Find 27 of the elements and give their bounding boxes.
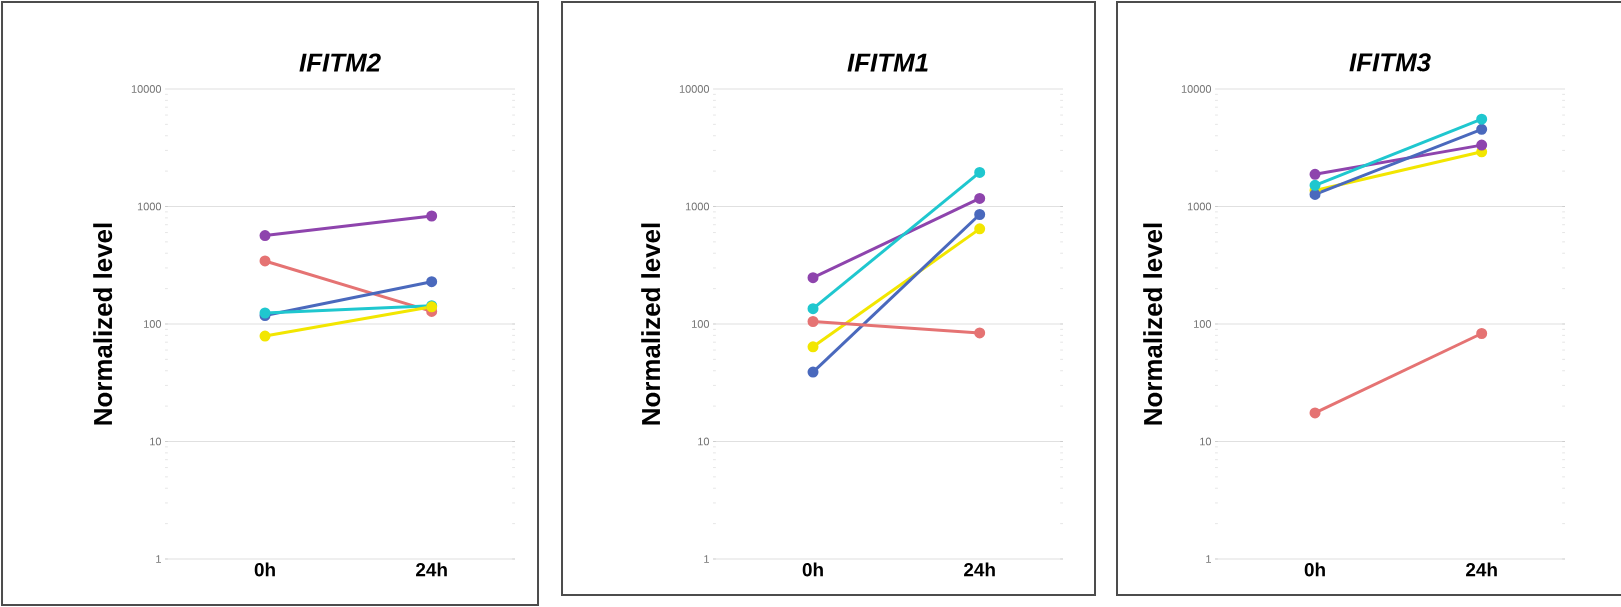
y-axis-title: Normalized level xyxy=(1143,223,1163,425)
y-tick-label: 1000 xyxy=(1187,202,1212,211)
chart-title: IFITM1 xyxy=(847,53,928,72)
y-tick-label: 10 xyxy=(1200,437,1212,446)
x-tick-label: 24h xyxy=(1466,562,1497,577)
y-tick-label: 100 xyxy=(692,320,710,328)
y-tick-label: 1000 xyxy=(137,202,162,211)
y-tick-label: 1 xyxy=(156,555,161,563)
y-tick-label: 100 xyxy=(144,320,162,328)
chart-title: IFITM2 xyxy=(299,53,381,72)
y-tick-label: 10000 xyxy=(1181,85,1212,93)
x-tick-label: 0h xyxy=(254,562,275,577)
y-tick-label: 1000 xyxy=(685,202,710,211)
y-tick-label: 10 xyxy=(698,437,710,446)
chart-title: IFITM3 xyxy=(1349,53,1431,72)
y-axis-title: Normalized level xyxy=(93,223,113,425)
y-tick-label: 100 xyxy=(1194,320,1212,328)
y-tick-label: 10 xyxy=(150,437,162,446)
y-tick-label: 10000 xyxy=(131,85,162,93)
y-tick-label: 1 xyxy=(1206,555,1211,563)
x-tick-label: 0h xyxy=(1304,562,1325,577)
x-tick-label: 24h xyxy=(416,562,447,577)
x-tick-label: 24h xyxy=(964,562,995,577)
y-tick-label: 10000 xyxy=(679,85,710,93)
y-tick-label: 1 xyxy=(704,555,709,563)
x-tick-label: 0h xyxy=(802,562,823,577)
y-axis-title: Normalized level xyxy=(641,223,661,425)
